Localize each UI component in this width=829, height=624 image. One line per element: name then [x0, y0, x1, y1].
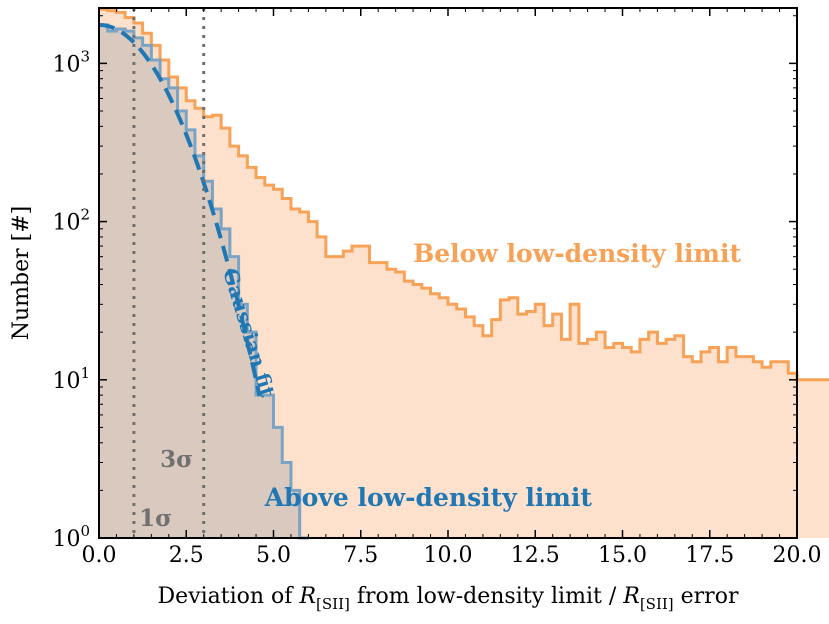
x-title-sub-1: [SII] [316, 595, 350, 613]
x-title-part-2: from low-density limit / [350, 584, 623, 609]
y-tick-exp: 3 [80, 47, 90, 65]
gaussian-fit-group [98, 22, 262, 397]
y-tick-label-2: 102 [52, 206, 90, 236]
x-tick-labels: 0.0 2.5 5.0 7.5 10.0 12.5 15.0 17.5 20.0 [82, 543, 822, 568]
y-tick-label-0: 100 [52, 522, 90, 552]
x-tick-label-2: 5.0 [256, 543, 291, 568]
x-tick-label-8: 20.0 [773, 543, 822, 568]
y-tick-base: 10 [52, 52, 80, 77]
series-0-step [99, 7, 829, 382]
sigma-lines-group [132, 8, 206, 538]
y-tick-base: 10 [52, 527, 80, 552]
x-tick-label-6: 15.0 [598, 543, 647, 568]
y-tick-exp: 1 [80, 364, 90, 382]
x-title-part-3: error [674, 584, 739, 609]
x-title-sub-2: [SII] [640, 595, 674, 613]
below-limit-label: Below low-density limit [413, 239, 741, 268]
x-tick-label-1: 2.5 [169, 543, 204, 568]
y-tick-label-3: 103 [52, 47, 90, 77]
x-tick-label-5: 12.5 [511, 543, 560, 568]
plot-frame [98, 7, 798, 539]
y-tick-base: 10 [52, 211, 80, 236]
x-axis-title: Deviation of R[SII] from low-density lim… [158, 584, 739, 613]
x-title-part-1: Deviation of [158, 584, 300, 609]
three-sigma-label: 3σ [160, 446, 193, 473]
y-tick-base: 10 [52, 369, 80, 394]
series-1-fill [99, 24, 309, 538]
x-tick-label-7: 17.5 [685, 543, 734, 568]
histogram-fills [99, 9, 829, 538]
x-tick-label-3: 7.5 [343, 543, 378, 568]
y-tick-label-1: 101 [52, 364, 90, 394]
series-0-fill [99, 9, 829, 538]
one-sigma-label: 1σ [139, 505, 172, 532]
y-tick-exp: 0 [80, 522, 90, 540]
above-limit-label: Above low-density limit [264, 483, 593, 512]
gaussian-fit-curve [98, 22, 262, 397]
x-title-r-1: R [298, 584, 316, 609]
x-title-r-2: R [622, 584, 640, 609]
x-tick-label-4: 10.0 [424, 543, 473, 568]
x-tick-label-0: 0.0 [82, 543, 117, 568]
y-tick-exp: 2 [80, 206, 90, 224]
y-axis-title: Number [#] [9, 206, 34, 341]
